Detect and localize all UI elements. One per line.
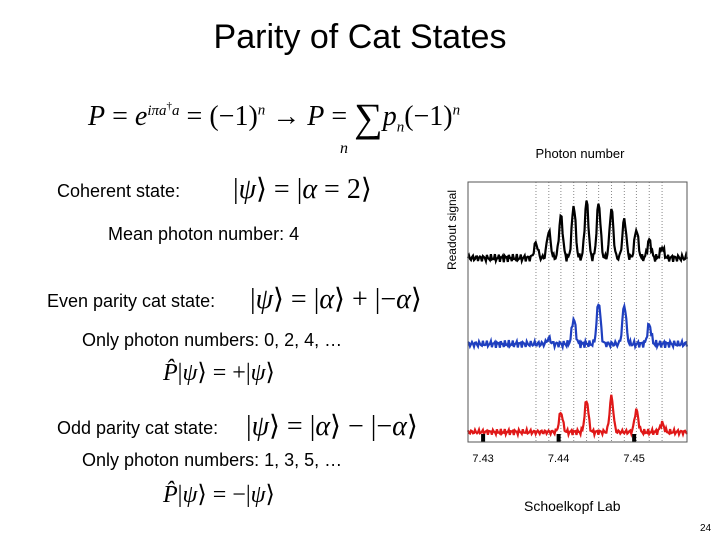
x-tick-mark	[481, 434, 486, 442]
mean-photon-number: Mean photon number: 4	[108, 224, 300, 244]
page-number: 24	[700, 523, 712, 534]
x-tick-mark	[632, 434, 637, 442]
x-tick-mark	[556, 434, 561, 442]
even-photon-numbers: Only photon numbers: 0, 2, 4, …	[82, 330, 343, 350]
parity-equation: P = eiπa†a = (−1)n → P = ∑pn(−1)n	[88, 95, 461, 140]
even-cat-equation: |ψ⟩ = |α⟩ + |−α⟩	[250, 284, 422, 315]
photon-number-spectra-chart: Photon number Readout signal 7.43 7.44 7.4…	[445, 146, 689, 465]
x-tick-label: 7.45	[623, 453, 644, 465]
x-tick-label: 7.43	[472, 453, 493, 465]
coherent-state-equation: |ψ⟩ = |α = 2⟩	[233, 174, 372, 205]
even-cat-label: Even parity cat state:	[47, 291, 216, 311]
odd-cat-label: Odd parity cat state:	[57, 418, 219, 438]
odd-photon-numbers: Only photon numbers: 1, 3, 5, …	[82, 450, 343, 470]
plot-frame	[467, 181, 688, 443]
spectrum-trace-2	[467, 301, 689, 352]
spectrum-trace-1	[466, 200, 689, 266]
coherent-state-label: Coherent state:	[57, 181, 181, 201]
sum-index: n	[340, 140, 348, 157]
even-parity-equation: P̂|ψ⟩ = +|ψ⟩	[163, 360, 275, 386]
odd-cat-equation: |ψ⟩ = |α⟩ − |−α⟩	[246, 411, 418, 442]
slide-title: Parity of Cat States	[213, 18, 507, 56]
odd-parity-equation: P̂|ψ⟩ = −|ψ⟩	[163, 482, 275, 508]
chart-title: Photon number	[536, 146, 626, 161]
credit-text: Schoelkopf Lab	[524, 498, 621, 514]
y-axis-label: Readout signal	[445, 190, 459, 270]
x-tick-label: 7.44	[548, 453, 569, 465]
spectrum-trace-3	[466, 394, 688, 440]
